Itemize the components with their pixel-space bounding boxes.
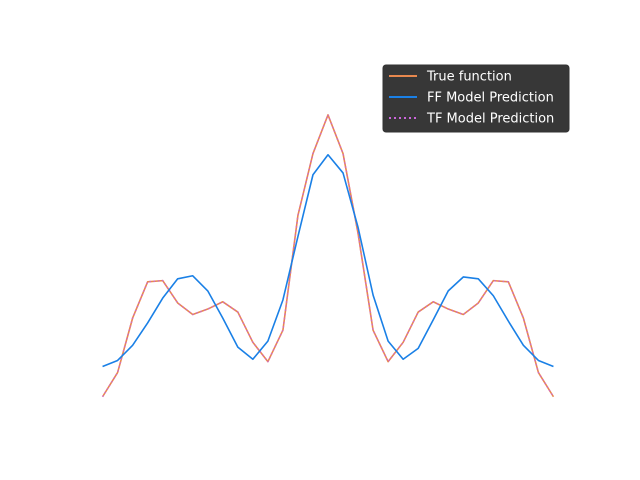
series-lines (101, 114, 555, 398)
legend-item-true-function: True function (389, 70, 512, 85)
legend-label-ff-model-prediction: FF Model Prediction (427, 91, 554, 106)
legend-label-true-function: True function (426, 70, 512, 85)
legend-background (382, 64, 570, 133)
legend-label-tf-model-prediction: TF Model Prediction (426, 112, 554, 127)
series-line-tf-model-prediction (101, 114, 555, 398)
legend: True function FF Model Prediction TF Model… (382, 64, 570, 133)
legend-item-tf-model-prediction: TF Model Prediction (389, 112, 554, 127)
legend-item-ff-model-prediction: FF Model Prediction (389, 91, 554, 106)
series-line-ff-model-prediction (102, 153, 554, 368)
series-line-true-function (101, 114, 555, 398)
